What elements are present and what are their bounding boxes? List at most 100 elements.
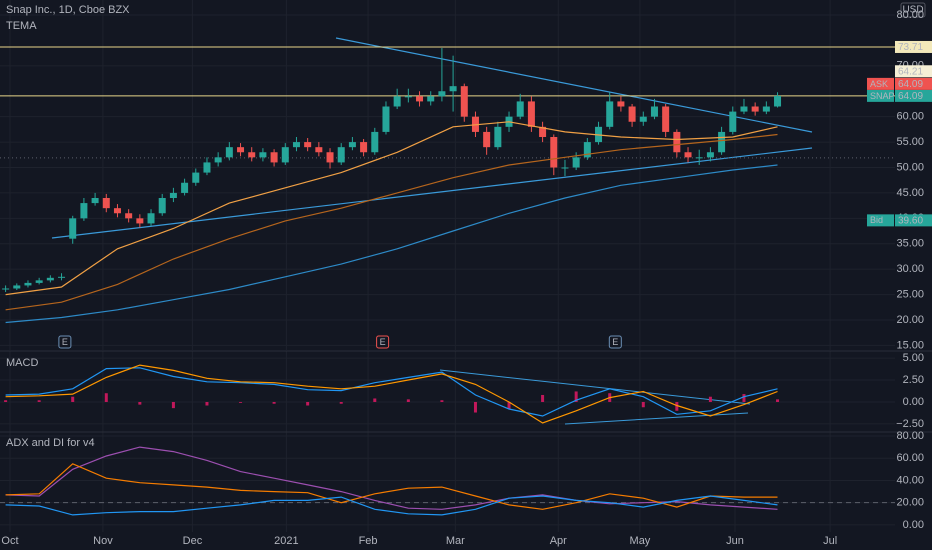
y-tick-label: 0.00	[903, 519, 924, 531]
y-tick-label: 60.00	[896, 111, 924, 123]
candle-body	[337, 147, 345, 163]
candle-body	[304, 142, 312, 148]
currency[interactable]: USD	[902, 5, 923, 16]
chart-title: Snap Inc., 1D, Cboe BZX	[6, 4, 130, 16]
price-label: 73.71	[898, 42, 923, 53]
histogram-bar	[37, 400, 41, 402]
candle-body	[695, 157, 703, 159]
x-tick-label: Nov	[93, 535, 113, 547]
candle-body	[617, 101, 625, 107]
candle-body	[102, 198, 110, 209]
earnings-label: E	[612, 337, 618, 347]
series-line	[5, 164, 778, 324]
series-line	[5, 364, 778, 424]
candle-body	[13, 285, 21, 289]
candle-body	[449, 86, 457, 92]
series-line	[5, 367, 778, 417]
histogram-bar	[641, 401, 645, 408]
candle-body	[650, 106, 658, 117]
y-tick-label: 40.00	[896, 474, 924, 486]
candle-body	[348, 142, 356, 148]
candle-body	[169, 192, 177, 199]
price-label: 64.21	[898, 66, 923, 77]
y-tick-label: 35.00	[896, 238, 924, 250]
price-label-box	[895, 65, 932, 78]
candle-body	[147, 213, 155, 224]
histogram-bar	[541, 394, 545, 402]
currency-box[interactable]	[900, 2, 926, 18]
x-tick-label: Mar	[446, 535, 465, 547]
candle-body	[136, 218, 144, 224]
candle-body	[181, 182, 189, 193]
candle-body	[315, 147, 323, 153]
candle-body	[751, 106, 759, 112]
y-tick-label: 15.00	[896, 339, 924, 351]
candle-body	[774, 95, 782, 107]
indicator-label: TEMA	[6, 20, 37, 32]
candle-body	[762, 106, 770, 112]
candle-body	[91, 198, 99, 204]
series-line	[5, 463, 778, 510]
candle-body	[706, 152, 714, 158]
histogram-bar	[104, 393, 108, 402]
candle-body	[427, 96, 435, 102]
candle-body	[46, 277, 54, 281]
candle-body	[113, 208, 121, 214]
y-tick-label: −2.50	[896, 418, 924, 430]
candle-body	[192, 172, 200, 183]
earnings-marker	[608, 335, 622, 349]
candle-body	[729, 111, 737, 132]
histogram-bar	[4, 400, 8, 402]
price-label-box	[895, 89, 932, 102]
price-label-name: ASK	[870, 79, 888, 89]
y-tick-label: 45.00	[896, 187, 924, 199]
candle-body	[740, 106, 748, 112]
grid	[0, 0, 895, 532]
histogram-bar	[272, 401, 276, 404]
price-label: 39.60	[898, 216, 923, 227]
price-label-name: Bid	[870, 215, 883, 225]
series-line	[5, 495, 778, 516]
histogram-bar	[574, 391, 578, 402]
price-label-name-box	[867, 89, 894, 102]
candle-body	[203, 162, 211, 173]
y-tick-label: 20.00	[896, 314, 924, 326]
x-tick-label: Oct	[1, 535, 18, 547]
series-line	[5, 121, 778, 296]
candle-body	[404, 96, 412, 98]
earnings-marker	[376, 335, 390, 349]
candle-body	[80, 203, 88, 219]
candle-body	[270, 152, 278, 163]
candle-body	[494, 126, 502, 148]
price-label-box	[895, 40, 932, 53]
candle-body	[393, 96, 401, 107]
x-tick-label: Jun	[726, 535, 744, 547]
trend-line	[564, 412, 749, 425]
histogram-bar	[708, 396, 712, 402]
y-tick-label: 0.00	[903, 396, 924, 408]
candle-body	[416, 96, 424, 102]
candle-body	[572, 157, 580, 168]
candle-body	[125, 213, 133, 219]
earnings-label: E	[380, 337, 386, 347]
histogram-bar	[205, 401, 209, 406]
candle-body	[718, 131, 726, 153]
candle-body	[58, 276, 66, 278]
histogram-bar	[507, 401, 511, 410]
x-tick-label: Feb	[359, 535, 378, 547]
y-tick-label: 2.50	[903, 374, 924, 386]
x-tick-label: 2021	[274, 535, 298, 547]
earnings-label: E	[62, 337, 68, 347]
histogram-bar	[742, 394, 746, 402]
candle-body	[248, 152, 256, 158]
histogram-bar	[239, 401, 243, 403]
histogram-bar	[138, 401, 142, 405]
y-tick-label: 20.00	[896, 497, 924, 509]
candle-body	[281, 147, 289, 163]
x-tick-label: Jul	[823, 535, 837, 547]
y-tick-label: 60.00	[896, 452, 924, 464]
